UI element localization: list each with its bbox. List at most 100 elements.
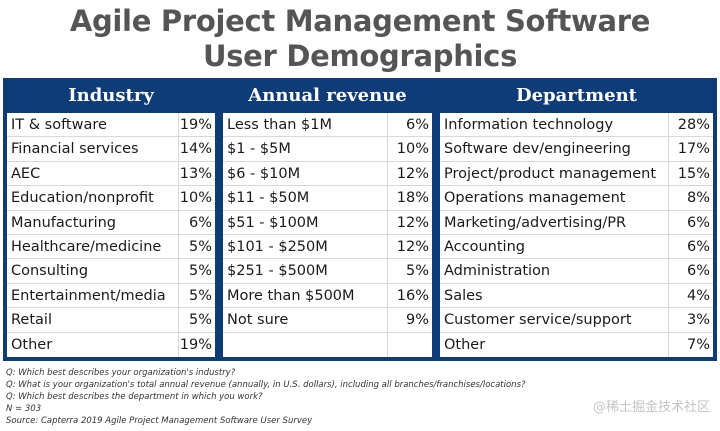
note-industry-question: Q: Which best describes your organizatio… bbox=[6, 368, 236, 378]
table-row: Financial services 14% bbox=[7, 137, 215, 162]
row-value: 6% bbox=[188, 214, 212, 231]
row-value: 6% bbox=[686, 238, 710, 255]
note-source: Source: Capterra 2019 Agile Project Mana… bbox=[6, 416, 313, 426]
row-value: 3% bbox=[686, 312, 710, 329]
row-label: Customer service/support bbox=[440, 308, 669, 332]
table-row: Consulting 5% bbox=[7, 259, 215, 284]
table-row: More than $500M 16% bbox=[223, 283, 432, 309]
table-row: Project/product management 15% bbox=[440, 161, 713, 187]
row-value: 10% bbox=[179, 190, 212, 207]
row-value: 5% bbox=[188, 287, 212, 304]
row-value: 5% bbox=[188, 263, 212, 280]
table-row: Other 7% bbox=[440, 332, 713, 357]
table-row: Less than $1M 6% bbox=[223, 113, 432, 138]
row-label: Education/nonprofit bbox=[7, 186, 179, 210]
row-value: 4% bbox=[686, 287, 710, 304]
page-title: Agile Project Management Software User D… bbox=[0, 4, 720, 74]
row-label: Other bbox=[7, 332, 179, 357]
department-heading: Department bbox=[515, 85, 637, 106]
table-row: Manufacturing 6% bbox=[7, 210, 215, 235]
revenue-table: Less than $1M 6% $1 - $5M 10% $6 - $10M 12%… bbox=[223, 113, 432, 357]
table-row: Healthcare/medicine 5% bbox=[7, 234, 215, 260]
table-row: $251 - $500M 5% bbox=[223, 259, 432, 284]
row-label: Sales bbox=[440, 283, 669, 308]
row-label: Less than $1M bbox=[223, 113, 388, 137]
watermark: @稀土掘金技术社区 bbox=[592, 400, 710, 415]
row-label: Consulting bbox=[7, 259, 179, 283]
table-row: Information technology 28% bbox=[440, 113, 713, 138]
row-label: $6 - $10M bbox=[223, 161, 388, 186]
industry-table: IT & software 19% Financial services 14% A… bbox=[7, 113, 215, 357]
revenue-panel: Annual revenue Less than $1M 6% $1 - $5M 1… bbox=[219, 78, 436, 361]
note-department-question: Q: Which best describes the department i… bbox=[6, 392, 263, 402]
row-label: $11 - $50M bbox=[223, 186, 388, 210]
row-label: Retail bbox=[7, 308, 179, 332]
row-label: $251 - $500M bbox=[223, 259, 388, 283]
row-value: 12% bbox=[396, 165, 429, 182]
row-value: 17% bbox=[677, 141, 710, 158]
department-table: Information technology 28% Software dev/e… bbox=[440, 113, 713, 357]
note-revenue-question: Q: What is your organization's total ann… bbox=[6, 380, 526, 390]
table-row: Not sure 9% bbox=[223, 308, 432, 333]
row-label: $1 - $5M bbox=[223, 137, 388, 161]
table-row: AEC 13% bbox=[7, 161, 215, 187]
row-value: 8% bbox=[686, 190, 710, 207]
row-label: $51 - $100M bbox=[223, 210, 388, 234]
table-row: $51 - $100M 12% bbox=[223, 210, 432, 235]
row-label: Not sure bbox=[223, 308, 388, 332]
table-row: $11 - $50M 18% bbox=[223, 186, 432, 211]
table-row: Operations management 8% bbox=[440, 186, 713, 211]
row-label: Operations management bbox=[440, 186, 669, 210]
table-row: Retail 5% bbox=[7, 308, 215, 333]
table-row: Sales 4% bbox=[440, 283, 713, 309]
table-row: $6 - $10M 12% bbox=[223, 161, 432, 187]
row-label: $101 - $250M bbox=[223, 234, 388, 259]
row-value: 5% bbox=[405, 263, 429, 280]
row-label: More than $500M bbox=[223, 283, 388, 308]
row-label: Other bbox=[440, 332, 669, 357]
row-label: Manufacturing bbox=[7, 210, 179, 234]
title-line-1: Agile Project Management Software bbox=[69, 4, 651, 38]
row-label bbox=[223, 332, 388, 357]
table-row: $101 - $250M 12% bbox=[223, 234, 432, 260]
row-value: 12% bbox=[396, 214, 429, 231]
table-row: Accounting 6% bbox=[440, 234, 713, 260]
row-label: Project/product management bbox=[440, 161, 669, 186]
row-label: AEC bbox=[7, 161, 179, 186]
table-row: Administration 6% bbox=[440, 259, 713, 284]
row-value bbox=[388, 333, 432, 357]
department-panel: Department Information technology 28% Sof… bbox=[436, 78, 717, 361]
row-value: 14% bbox=[179, 141, 212, 158]
row-value: 13% bbox=[179, 165, 212, 182]
row-value: 15% bbox=[677, 165, 710, 182]
row-value: 6% bbox=[686, 263, 710, 280]
table-row: Entertainment/media 5% bbox=[7, 283, 215, 309]
row-label: Healthcare/medicine bbox=[7, 234, 179, 259]
row-value: 9% bbox=[405, 312, 429, 329]
table-row-empty bbox=[223, 332, 432, 357]
row-value: 5% bbox=[188, 312, 212, 329]
table-row: Education/nonprofit 10% bbox=[7, 186, 215, 211]
row-label: Accounting bbox=[440, 234, 669, 259]
row-value: 6% bbox=[686, 214, 710, 231]
row-value: 12% bbox=[396, 238, 429, 255]
row-value: 16% bbox=[396, 287, 429, 304]
row-value: 18% bbox=[396, 190, 429, 207]
title-line-2: User Demographics bbox=[202, 39, 518, 73]
industry-heading: Industry bbox=[68, 85, 154, 106]
industry-panel: Industry IT & software 19% Financial serv… bbox=[3, 78, 219, 361]
table-row: Software dev/engineering 17% bbox=[440, 137, 713, 162]
table-row: $1 - $5M 10% bbox=[223, 137, 432, 162]
revenue-heading: Annual revenue bbox=[248, 85, 407, 106]
row-label: Information technology bbox=[440, 113, 669, 137]
row-label: Software dev/engineering bbox=[440, 137, 669, 161]
row-value: 7% bbox=[686, 336, 710, 353]
row-value: 6% bbox=[405, 117, 429, 133]
row-value: 19% bbox=[179, 117, 212, 133]
row-label: Financial services bbox=[7, 137, 179, 161]
row-label: Marketing/advertising/PR bbox=[440, 210, 669, 234]
table-row: Other 19% bbox=[7, 332, 215, 357]
survey-notes: Q: Which best describes your organizatio… bbox=[6, 367, 646, 427]
row-label: Entertainment/media bbox=[7, 283, 179, 308]
table-row: Customer service/support 3% bbox=[440, 308, 713, 333]
